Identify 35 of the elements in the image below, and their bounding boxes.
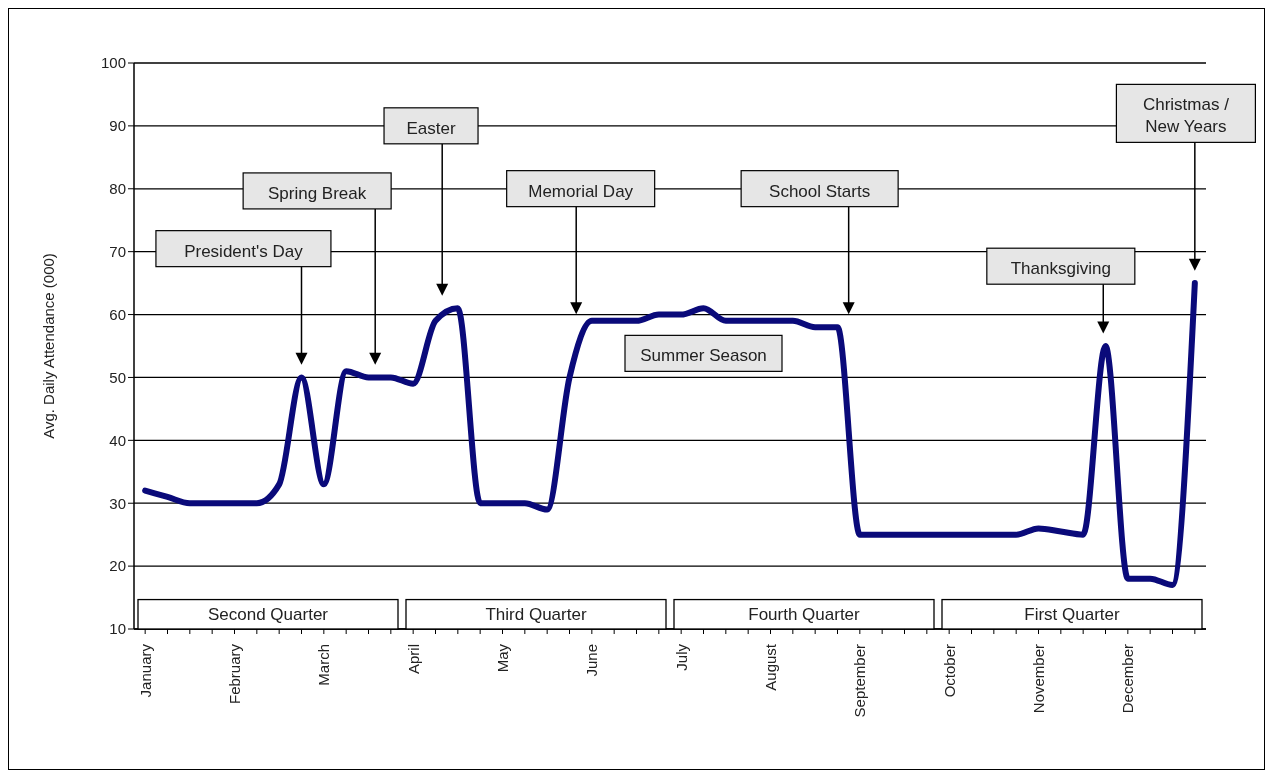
annotation: Spring Break: [267, 183, 367, 203]
x-tick-label: October: [940, 644, 958, 698]
x-tick-label: December: [1119, 644, 1137, 714]
y-tick-label: 80: [109, 180, 126, 198]
x-tick-label: March: [315, 644, 333, 686]
y-tick-label: 10: [109, 620, 126, 638]
y-tick-label: 100: [100, 54, 126, 72]
annotation: Fourth Quarter: [748, 605, 861, 625]
x-tick-label: February: [226, 643, 243, 705]
annotation: Second Quarter: [207, 605, 329, 625]
annotation: Memorial Day: [528, 181, 634, 201]
x-tick-label: June: [583, 644, 601, 677]
y-tick-label: 30: [109, 494, 126, 512]
x-tick-label: May: [494, 643, 511, 673]
y-tick-label: 70: [109, 242, 126, 260]
annotation: Easter: [406, 118, 456, 138]
y-axis-title: Avg. Daily Attendance (000): [40, 253, 58, 439]
x-tick-label: April: [404, 644, 422, 675]
annotation: Christmas / New Years: [1142, 95, 1230, 137]
y-tick-label: 50: [109, 368, 126, 386]
annotation: President's Day: [184, 241, 304, 261]
annotation: Summer Season: [640, 346, 767, 366]
y-tick-label: 60: [109, 305, 126, 323]
x-tick-label: November: [1030, 644, 1047, 714]
x-tick-label: August: [762, 643, 779, 691]
y-tick-label: 20: [109, 557, 126, 575]
x-tick-label: January: [136, 643, 154, 698]
annotation: First Quarter: [1024, 605, 1121, 625]
y-tick-label: 90: [109, 117, 126, 135]
x-tick-label: September: [851, 644, 869, 718]
annotation: Thanksgiving: [1010, 259, 1111, 279]
annotation: School Starts: [769, 181, 871, 201]
x-tick-label: July: [672, 643, 690, 671]
annotation: Third Quarter: [485, 605, 587, 625]
y-tick-label: 40: [109, 431, 126, 449]
